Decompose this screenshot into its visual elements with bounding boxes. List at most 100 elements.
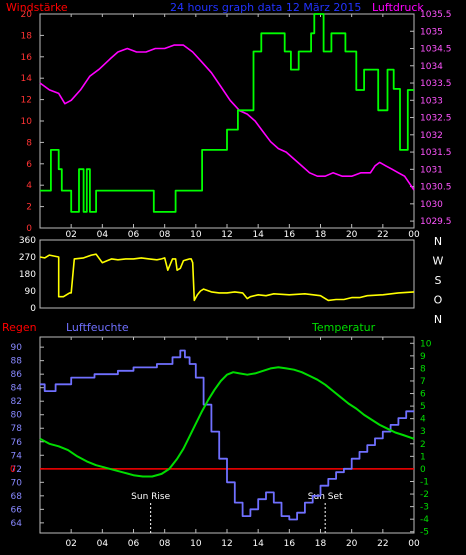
wind-speed-tick: 4 xyxy=(26,181,32,191)
pressure-tick: 1030.5 xyxy=(420,183,452,193)
wind-dir-compass-tick: N xyxy=(434,235,442,248)
x-tick-label: 16 xyxy=(284,230,296,240)
humidity-tick: 64 xyxy=(11,519,23,529)
wind-direction-frame xyxy=(39,239,415,309)
pressure-axis-title: Luftdruck xyxy=(372,1,424,14)
x-tick-label: 14 xyxy=(252,230,264,240)
x-tick-label: 04 xyxy=(97,230,109,240)
x-tick-label: 08 xyxy=(159,230,171,240)
pressure-tick: 1033 xyxy=(420,96,443,106)
pressure-tick: 1034 xyxy=(420,62,443,72)
wind-speed-tick: 14 xyxy=(21,74,33,84)
humidity-tick: 82 xyxy=(11,397,22,407)
humidity-tick: 88 xyxy=(11,357,23,367)
x-tick-label: 08 xyxy=(159,539,171,549)
humidity-tick: 66 xyxy=(11,505,23,515)
wind-speed-tick: 10 xyxy=(21,117,33,127)
temperature-tick: 0 xyxy=(420,465,426,475)
humidity-tick: 76 xyxy=(11,438,23,448)
temperature-tick: 10 xyxy=(420,339,432,349)
x-tick-label: 12 xyxy=(221,539,232,549)
temperature-tick: 3 xyxy=(420,427,426,437)
pressure-tick: 1031 xyxy=(420,165,443,175)
wind-speed-tick: 8 xyxy=(26,138,32,148)
wind-dir-degree-tick: 270 xyxy=(19,253,36,263)
wind-dir-degree-tick: 360 xyxy=(19,236,36,246)
graph-title: 24 hours graph data 12 März 2015 xyxy=(170,1,361,14)
wind-dir-compass-tick: N xyxy=(434,313,442,326)
pressure-tick: 1031.5 xyxy=(420,148,452,158)
pressure-tick: 1035.5 xyxy=(420,10,452,20)
temperature-tick: 4 xyxy=(420,415,426,425)
temperature-tick: 9 xyxy=(420,352,426,362)
humidity-tick: 84 xyxy=(11,384,23,394)
x-tick-label: 00 xyxy=(408,230,420,240)
humidity-tick: 70 xyxy=(11,478,23,488)
humidity-tick: 68 xyxy=(11,492,23,502)
temperature-tick: 8 xyxy=(420,364,426,374)
x-tick-label: 06 xyxy=(128,230,140,240)
x-tick-label: 18 xyxy=(315,539,327,549)
temperature-tick: 5 xyxy=(420,402,426,412)
wind-speed-tick: 18 xyxy=(21,31,33,41)
temperature-tick: 6 xyxy=(420,390,426,400)
pressure-tick: 1032.5 xyxy=(420,114,452,124)
pressure-tick: 1030 xyxy=(420,200,443,210)
humidity-tick: 86 xyxy=(11,370,23,380)
x-tick-label: 10 xyxy=(190,230,202,240)
temperature-tick: 7 xyxy=(420,377,426,387)
x-tick-label: 02 xyxy=(65,230,76,240)
pressure-tick: 1032 xyxy=(420,131,443,141)
humidity-axis-title: Luftfeuchte xyxy=(66,321,129,334)
temperature-tick: -2 xyxy=(420,490,429,500)
x-tick-label: 04 xyxy=(97,539,109,549)
wind-speed-tick: 2 xyxy=(26,203,32,213)
humidity-tick: 72 xyxy=(11,465,22,475)
x-tick-label: 20 xyxy=(346,230,358,240)
temperature-tick: 2 xyxy=(420,440,426,450)
wind-direction-series-line xyxy=(39,253,415,302)
humidity-series-line xyxy=(40,349,414,521)
wind-dir-degree-tick: 180 xyxy=(19,270,36,280)
temperature-tick: 1 xyxy=(420,452,426,462)
humidity-tick: 80 xyxy=(11,411,23,421)
wind-speed-tick: 16 xyxy=(21,53,33,63)
humidity-tick: 90 xyxy=(11,343,23,353)
x-tick-label: 18 xyxy=(315,230,327,240)
temperature-tick: -3 xyxy=(420,503,429,513)
x-tick-label: 22 xyxy=(377,539,388,549)
pressure-tick: 1035 xyxy=(420,27,443,37)
wind-dir-degree-tick: 0 xyxy=(30,304,36,314)
rain-zero-label: 0 xyxy=(10,465,16,475)
temperature-tick: -4 xyxy=(420,515,429,525)
temperature-series-line xyxy=(39,366,415,478)
x-tick-label: 02 xyxy=(65,539,76,549)
rain-axis-title: Regen xyxy=(2,321,37,334)
wind-dir-compass-tick: W xyxy=(433,255,444,268)
x-tick-label: 00 xyxy=(408,539,420,549)
wind-speed-tick: 20 xyxy=(21,10,33,20)
temperature-axis-title: Temperatur xyxy=(311,321,376,334)
temperature-tick: -5 xyxy=(420,528,429,538)
x-tick-label: 14 xyxy=(252,539,264,549)
humidity-temperature-frame xyxy=(39,336,415,534)
humidity-tick: 74 xyxy=(11,451,23,461)
pressure-tick: 1029.5 xyxy=(420,217,452,227)
x-tick-label: 16 xyxy=(284,539,296,549)
x-tick-label: 22 xyxy=(377,230,388,240)
wind-speed-tick: 0 xyxy=(26,224,32,234)
temperature-tick: -1 xyxy=(420,477,429,487)
sun-marker-label: Sun Rise xyxy=(131,492,170,502)
wind-speed-series-line xyxy=(40,13,414,213)
sun-marker-label: Sun Set xyxy=(308,492,343,502)
x-tick-label: 20 xyxy=(346,539,358,549)
wind-speed-tick: 6 xyxy=(26,160,32,170)
x-tick-label: 12 xyxy=(221,230,232,240)
pressure-tick: 1033.5 xyxy=(420,79,452,89)
wind-dir-compass-tick: O xyxy=(434,294,443,307)
pressure-series-line xyxy=(39,44,415,191)
wind-dir-compass-tick: S xyxy=(435,274,442,287)
wind-dir-degree-tick: 90 xyxy=(25,287,37,297)
wind-speed-tick: 12 xyxy=(21,96,32,106)
